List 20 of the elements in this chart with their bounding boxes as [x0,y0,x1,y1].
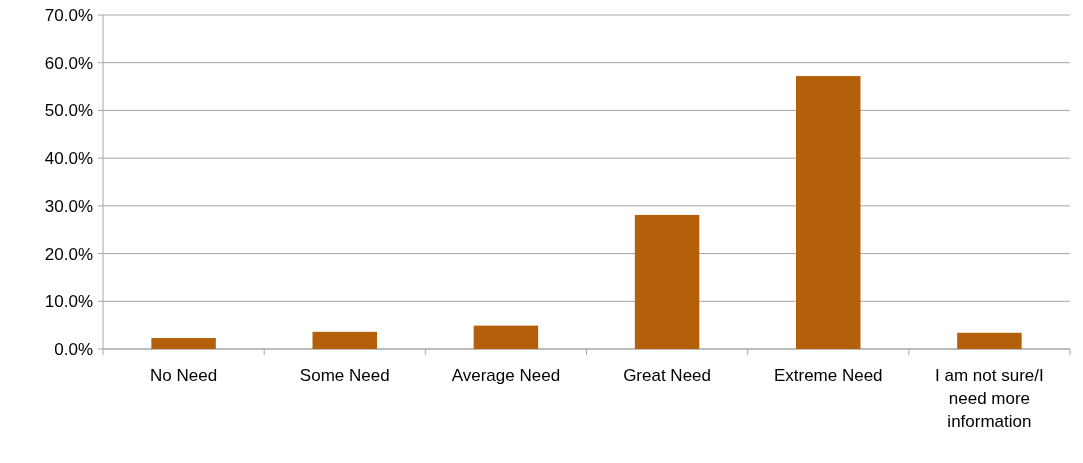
bar [957,332,1022,349]
bar [151,338,216,349]
y-tick-label: 40.0% [44,149,93,169]
y-tick-label: 50.0% [44,101,93,121]
x-tick-label: Average Need [451,366,561,385]
x-tick-label: Great Need [623,366,712,385]
bar [796,76,861,349]
y-tick-label: 70.0% [44,5,93,25]
bar [634,214,700,349]
x-tick-label: Extreme Need [773,366,883,385]
y-tick-label: 60.0% [44,53,93,73]
bar [473,325,539,349]
y-tick-label: 20.0% [44,244,93,264]
x-tick-label: No Need [150,366,218,385]
y-tick-label: 10.0% [44,292,93,312]
x-tick-label: I am not sure/I need more information [935,366,1044,431]
y-tick-label: 0.0% [54,339,93,359]
x-tick-label: Some Need [299,366,390,385]
bar [312,331,377,349]
y-tick-label: 30.0% [44,196,93,216]
